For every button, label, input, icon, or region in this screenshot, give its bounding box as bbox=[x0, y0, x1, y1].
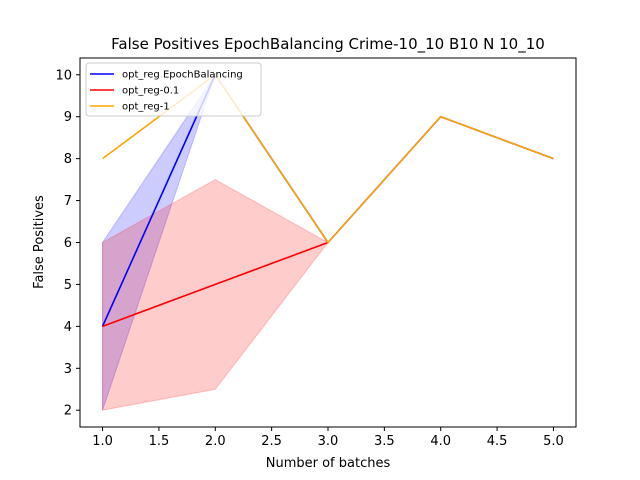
legend-box bbox=[85, 62, 262, 117]
y-tick-label: 7 bbox=[64, 194, 72, 209]
x-tick-label: 3.5 bbox=[374, 434, 395, 449]
band-opt-reg-0-1 bbox=[102, 179, 329, 411]
legend-label-opt-reg-1: opt_reg-1 bbox=[122, 102, 170, 113]
y-axis-label: False Positives bbox=[32, 195, 47, 289]
y-tick-label: 10 bbox=[55, 68, 72, 83]
x-tick-label: 4.0 bbox=[430, 434, 451, 449]
chart-title: False Positives EpochBalancing Crime-10_… bbox=[111, 35, 545, 54]
y-tick-label: 3 bbox=[64, 362, 72, 377]
x-axis-label: Number of batches bbox=[266, 456, 391, 471]
x-axis-ticks: 1.0 1.5 2.0 2.5 3.0 3.5 4.0 4.5 5.0 bbox=[92, 427, 564, 449]
y-tick-label: 6 bbox=[64, 236, 72, 251]
x-tick-label: 1.0 bbox=[92, 434, 113, 449]
legend-label-opt-reg-epochbalancing: opt_reg EpochBalancing bbox=[122, 70, 243, 81]
y-tick-label: 5 bbox=[64, 278, 72, 293]
y-axis-ticks: 2 3 4 5 6 7 8 9 10 bbox=[55, 68, 80, 419]
y-tick-label: 2 bbox=[64, 404, 72, 419]
y-tick-label: 4 bbox=[64, 320, 72, 335]
legend: opt_reg EpochBalancing opt_reg-0.1 opt_reg… bbox=[85, 62, 262, 117]
y-tick-label: 9 bbox=[64, 110, 72, 125]
x-tick-label: 2.0 bbox=[205, 434, 226, 449]
x-tick-label: 1.5 bbox=[149, 434, 170, 449]
x-tick-label: 2.5 bbox=[261, 434, 282, 449]
x-tick-label: 3.0 bbox=[318, 434, 339, 449]
y-tick-label: 8 bbox=[64, 152, 72, 167]
x-tick-label: 4.5 bbox=[487, 434, 508, 449]
legend-label-opt-reg-0-1: opt_reg-0.1 bbox=[122, 86, 179, 97]
x-tick-label: 5.0 bbox=[543, 434, 564, 449]
series-line-opt-reg-0-1 bbox=[102, 241, 329, 328]
